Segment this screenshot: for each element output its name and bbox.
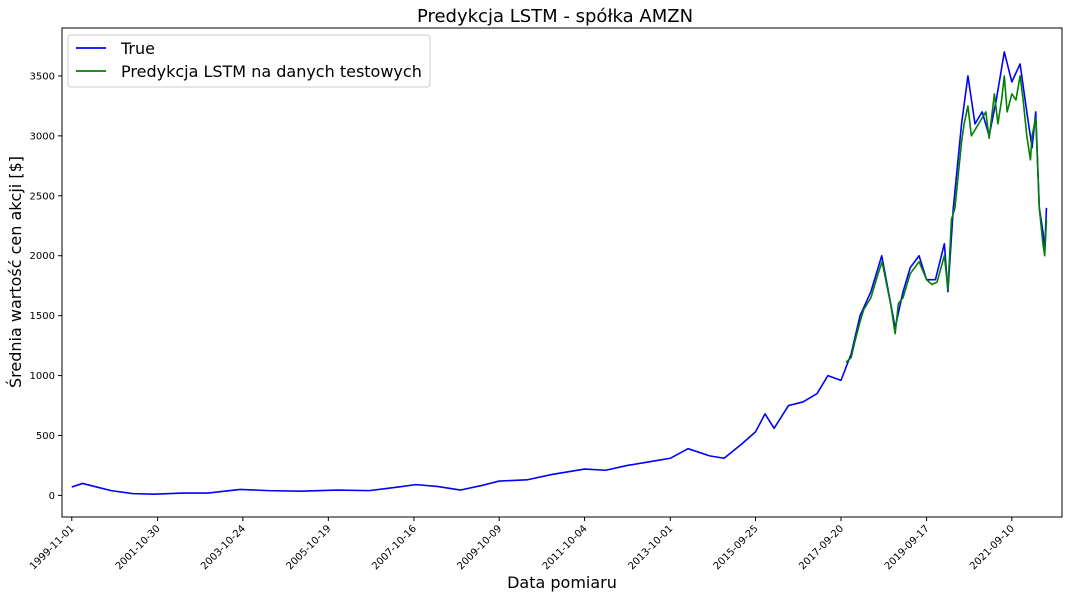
legend-box: [67, 34, 431, 88]
y-tick-label: 1000: [30, 371, 55, 382]
x-tick-label: 2009-10-09: [455, 523, 504, 572]
x-tick-label: 2001-10-30: [114, 523, 163, 572]
x-tick-label: 2021-09-10: [968, 523, 1017, 572]
series-layer: [71, 51, 1048, 496]
legend: True Predykcja LSTM na danych testowych: [67, 34, 431, 88]
legend-label-true: True: [120, 39, 155, 58]
y-tick-label: 3000: [30, 131, 55, 142]
x-tick-label: 2017-09-20: [797, 523, 846, 572]
x-tick-label: 2003-10-24: [199, 523, 248, 572]
y-tick-label: 0: [49, 491, 55, 502]
legend-label-prediction: Predykcja LSTM na danych testowych: [121, 62, 422, 81]
x-tick-label: 2013-10-01: [627, 523, 676, 572]
x-axis-label: Data pomiaru: [507, 573, 617, 592]
y-axis-label: Średnia wartość cen akcji [$]: [6, 156, 25, 388]
y-tick-label: 3500: [30, 71, 55, 82]
y-tick-label: 2500: [30, 191, 55, 202]
y-tick-label: 1500: [30, 311, 55, 322]
x-tick-label: 2011-10-04: [541, 523, 590, 572]
series-line-1: [845, 75, 1048, 363]
y-axis-ticks: 0 500 1000 1500 2000 2500 3000 3500: [30, 71, 62, 502]
plot-area: [62, 28, 1062, 517]
chart-title: Predykcja LSTM - spółka AMZN: [417, 6, 693, 27]
x-axis-ticks: 1999-11-01 2001-10-30 2003-10-24 2005-10-19…: [28, 517, 1017, 572]
plot-frame: [61, 27, 1063, 518]
x-tick-label: 2015-09-25: [712, 523, 761, 572]
y-tick-label: 2000: [30, 251, 55, 262]
x-tick-label: 2005-10-19: [285, 523, 334, 572]
x-tick-label: 2019-09-17: [883, 523, 932, 572]
x-tick-label: 1999-11-01: [28, 523, 77, 572]
y-tick-label: 500: [36, 431, 55, 442]
x-tick-label: 2007-10-16: [370, 523, 419, 572]
